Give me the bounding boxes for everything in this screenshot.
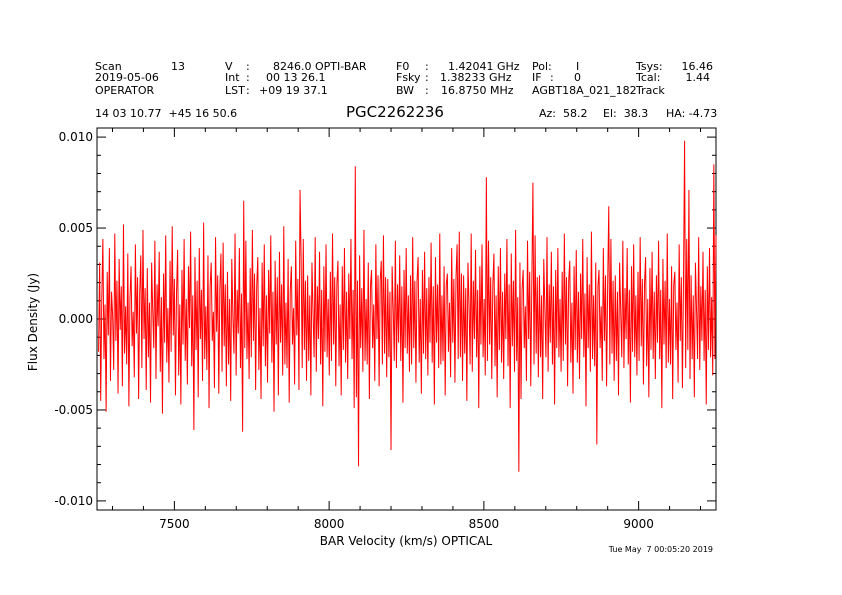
tsys-value: 16.46 bbox=[682, 60, 714, 73]
spectrum-trace bbox=[98, 140, 717, 472]
fsky-colon: : bbox=[425, 71, 429, 84]
azimuth: Az: 58.2 bbox=[539, 107, 588, 120]
if-colon: : bbox=[550, 71, 554, 84]
pol-value: I bbox=[576, 60, 579, 73]
bw-colon: : bbox=[425, 84, 429, 97]
y-tick-label: 0.000 bbox=[59, 312, 93, 326]
timestamp: Tue May 7 00:05:20 2019 bbox=[608, 545, 713, 554]
x-tick-label: 8000 bbox=[314, 517, 345, 531]
obs-date: 2019-05-06 bbox=[95, 71, 159, 84]
velocity-value: 8246.0 OPTI-BAR bbox=[273, 60, 367, 73]
velocity-label: V bbox=[225, 60, 233, 73]
y-tick-label: -0.010 bbox=[54, 494, 93, 508]
spectrum-plot: 7500 8000 8500 9000 -0.010 -0.005 0.000 0.005 0… bbox=[54, 127, 717, 531]
elevation: El: 38.3 bbox=[603, 107, 648, 120]
y-tick-labels: -0.010 -0.005 0.000 0.005 0.010 bbox=[54, 130, 93, 508]
operator-name: OPERATOR bbox=[95, 84, 154, 97]
int-colon: : bbox=[246, 71, 250, 84]
x-tick-labels: 7500 8000 8500 9000 bbox=[159, 517, 654, 531]
tcal-label: Tcal: bbox=[635, 71, 660, 84]
x-tick-label: 8500 bbox=[469, 517, 500, 531]
project-id: AGBT18A_021_182 bbox=[532, 84, 637, 97]
x-tick-label: 7500 bbox=[159, 517, 190, 531]
y-tick-label: 0.005 bbox=[59, 221, 93, 235]
tcal-value: 1.44 bbox=[686, 71, 711, 84]
f0-colon: : bbox=[425, 60, 429, 73]
int-value: 00 13 26.1 bbox=[266, 71, 325, 84]
pol-label: Pol: bbox=[532, 60, 552, 73]
header-info: Scan 13 2019-05-06 OPERATOR V : 8246.0 O… bbox=[95, 60, 717, 120]
x-axis-label: BAR Velocity (km/s) OPTICAL bbox=[320, 534, 493, 548]
y-tick-label: 0.010 bbox=[59, 130, 93, 144]
lst-value: +09 19 37.1 bbox=[259, 84, 328, 97]
lst-colon: : bbox=[246, 84, 250, 97]
f0-value: 1.42041 GHz bbox=[448, 60, 520, 73]
scan-value: 13 bbox=[171, 60, 185, 73]
int-label: Int bbox=[225, 71, 240, 84]
tsys-label: Tsys: bbox=[635, 60, 663, 73]
bw-label: BW bbox=[396, 84, 414, 97]
y-axis-label: Flux Density (Jy) bbox=[26, 273, 40, 371]
f0-label: F0 bbox=[396, 60, 409, 73]
velocity-colon: : bbox=[246, 60, 250, 73]
fsky-label: Fsky bbox=[396, 71, 421, 84]
source-name: PGC2262236 bbox=[346, 103, 444, 121]
y-tick-label: -0.005 bbox=[54, 403, 93, 417]
hour-angle: HA: -4.73 bbox=[666, 107, 717, 120]
bw-value: 16.8750 MHz bbox=[441, 84, 514, 97]
coordinates: 14 03 10.77 +45 16 50.6 bbox=[95, 107, 237, 120]
lst-label: LST bbox=[225, 84, 245, 97]
scan-label: Scan bbox=[95, 60, 122, 73]
if-value: 0 bbox=[574, 71, 581, 84]
x-tick-label: 9000 bbox=[623, 517, 654, 531]
track-mode: Track bbox=[635, 84, 665, 97]
if-label: IF bbox=[532, 71, 542, 84]
fsky-value: 1.38233 GHz bbox=[440, 71, 512, 84]
